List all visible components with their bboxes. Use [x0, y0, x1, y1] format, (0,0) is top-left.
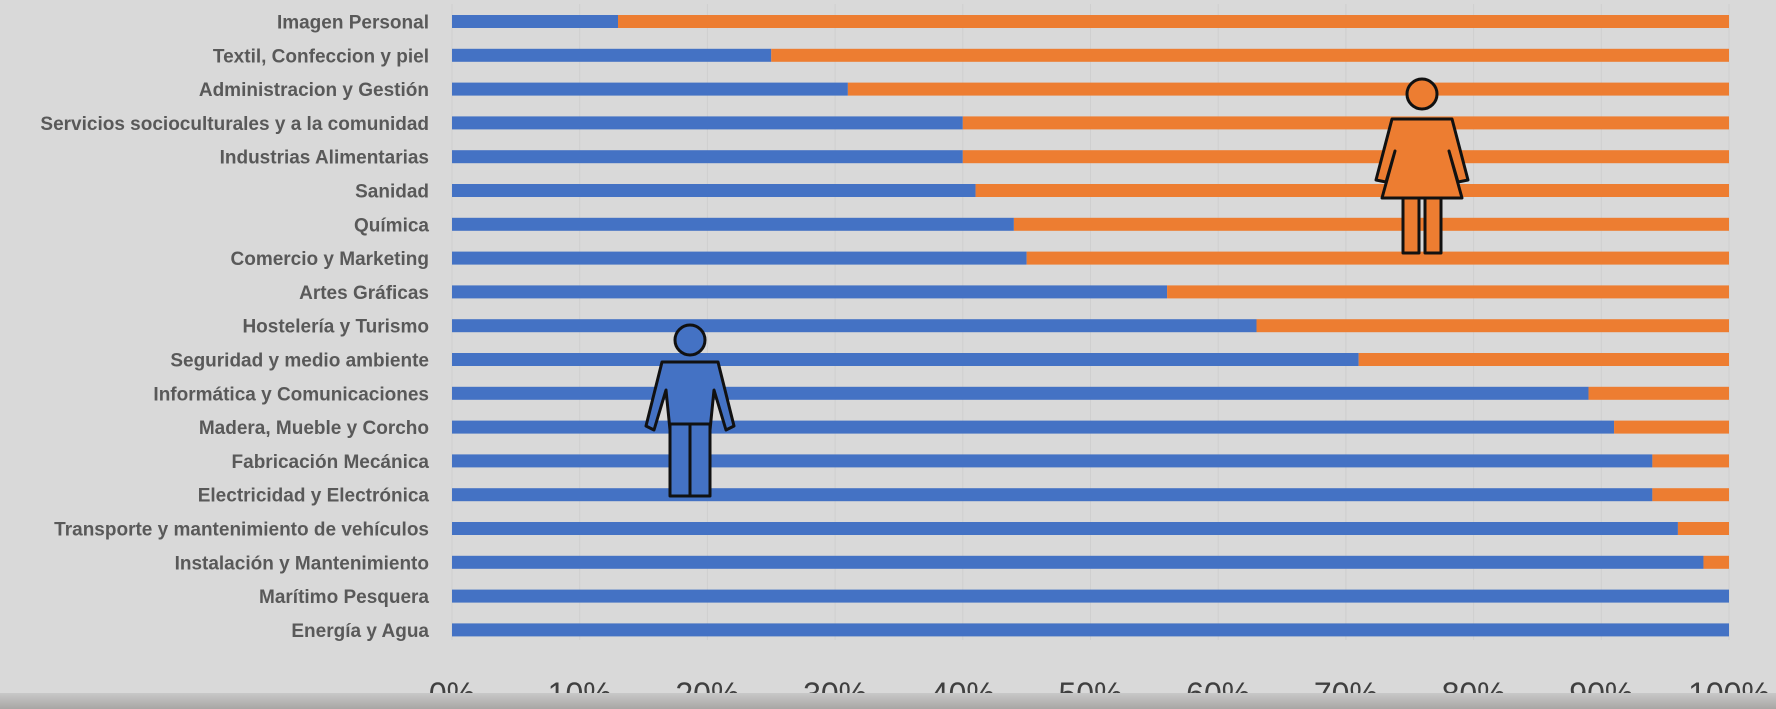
icons	[644, 77, 1470, 498]
bar-segment-blue	[452, 15, 619, 28]
bar-segment-blue	[452, 285, 1168, 299]
category-label: Madera, Mueble y Corcho	[199, 418, 429, 439]
bar-segment-orange	[1026, 251, 1729, 265]
bar-segment-orange	[1013, 217, 1729, 231]
bar-segment-orange	[1652, 488, 1729, 502]
bar-segment-orange	[1614, 420, 1729, 434]
bar-segment-blue	[452, 589, 1729, 603]
male-figure-icon	[644, 323, 736, 498]
category-label: Marítimo Pesquera	[259, 587, 429, 608]
bar-segment-blue	[452, 48, 772, 62]
bar-segment-orange	[1256, 319, 1729, 333]
bar-segment-blue	[452, 251, 1027, 265]
category-label: Administracion y Gestión	[199, 80, 429, 101]
category-label: Hostelería y Turismo	[242, 317, 429, 338]
female-figure-icon	[1374, 77, 1470, 255]
bar-segment-blue	[452, 623, 1729, 637]
category-label: Seguridad y medio ambiente	[170, 351, 429, 372]
bar-segment-blue	[452, 150, 963, 164]
bar-segment-orange	[1167, 285, 1729, 299]
category-label: Química	[354, 215, 429, 236]
category-label: Informática y Comunicaciones	[153, 384, 429, 405]
bar-segment-orange	[618, 15, 1729, 28]
category-label: Electricidad y Electrónica	[198, 486, 430, 507]
category-label: Instalación y Mantenimiento	[175, 553, 429, 574]
category-label: Artes Gráficas	[299, 283, 429, 304]
bar-segment-orange	[975, 184, 1729, 197]
bar-segment-blue	[452, 454, 1653, 468]
bar-segment-blue	[452, 488, 1653, 502]
bar-segment-blue	[452, 420, 1615, 434]
bar-segment-blue	[452, 353, 1359, 366]
category-label: Textil, Confeccion y piel	[213, 46, 429, 67]
bar-segment-orange	[1652, 454, 1729, 468]
bars	[452, 15, 1729, 637]
category-label: Industrias Alimentarias	[220, 148, 429, 169]
floor-shadow	[0, 693, 1776, 709]
bar-segment-blue	[452, 319, 1257, 333]
bar-segment-orange	[1677, 522, 1729, 535]
bar-segment-blue	[452, 184, 976, 197]
category-label: Energía y Agua	[291, 621, 429, 642]
bar-segment-orange	[1358, 353, 1729, 366]
bar-segment-blue	[452, 522, 1678, 535]
bar-segment-blue	[452, 116, 963, 130]
bar-segment-orange	[1588, 386, 1729, 400]
category-label: Imagen Personal	[277, 13, 429, 34]
bar-segment-blue	[452, 217, 1014, 231]
bar-segment-orange	[847, 82, 1729, 96]
category-label: Servicios socioculturales y a la comunid…	[40, 114, 429, 135]
bar-segment-blue	[452, 82, 848, 96]
category-label: Comercio y Marketing	[231, 249, 430, 270]
category-label: Sanidad	[355, 182, 429, 203]
bar-segment-orange	[771, 48, 1729, 62]
bar-segment-orange	[1703, 555, 1729, 569]
category-labels: Imagen Personal Textil, Confeccion y piel…	[40, 13, 429, 642]
bar-segment-orange	[962, 116, 1729, 130]
category-label: Fabricación Mecánica	[232, 452, 430, 473]
bar-segment-orange	[962, 150, 1729, 164]
bar-segment-blue	[452, 386, 1589, 400]
bar-segment-blue	[452, 555, 1704, 569]
category-label: Transporte y mantenimiento de vehículos	[54, 520, 429, 541]
